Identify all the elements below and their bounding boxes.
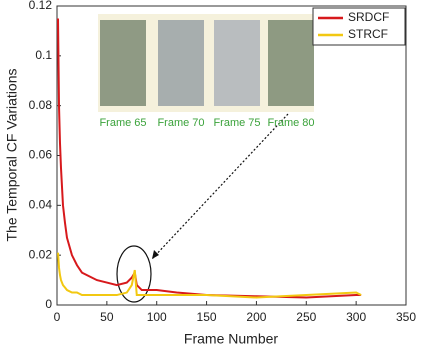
x-tick-label: 100 bbox=[147, 310, 167, 324]
inset-label: Frame 80 bbox=[267, 117, 314, 129]
inset-image bbox=[268, 20, 314, 106]
pointer-arrow bbox=[151, 113, 289, 260]
y-tick-label: 0 bbox=[45, 297, 52, 311]
y-tick-label: 0.04 bbox=[29, 198, 53, 212]
legend-box bbox=[312, 7, 406, 46]
y-tick-label: 0.02 bbox=[29, 247, 53, 261]
y-tick-label: 0.06 bbox=[29, 148, 53, 162]
x-tick-label: 150 bbox=[197, 310, 217, 324]
x-tick-label: 350 bbox=[396, 310, 416, 324]
inset-image bbox=[100, 20, 146, 106]
y-tick-label: 0.12 bbox=[29, 0, 53, 12]
y-axis-label: The Temporal CF Variations bbox=[4, 69, 20, 242]
inset-label: Frame 75 bbox=[213, 117, 260, 129]
x-tick-label: 50 bbox=[100, 310, 114, 324]
inset-image bbox=[158, 20, 204, 106]
inset-image bbox=[214, 20, 260, 106]
x-axis-label: Frame Number bbox=[184, 331, 278, 347]
arrow-head bbox=[152, 250, 159, 259]
y-tick-label: 0.08 bbox=[29, 98, 53, 112]
x-tick-label: 250 bbox=[296, 310, 316, 324]
highlight-ellipse bbox=[116, 245, 152, 303]
inset-label: Frame 70 bbox=[157, 117, 204, 129]
insets bbox=[98, 14, 314, 112]
x-tick-label: 200 bbox=[246, 310, 266, 324]
x-tick-label: 300 bbox=[346, 310, 366, 324]
legend-label: STRCF bbox=[348, 27, 388, 41]
legend-label: SRDCF bbox=[348, 10, 389, 24]
series-line bbox=[56, 252, 362, 299]
x-tick-label: 0 bbox=[54, 310, 61, 324]
inset-label: Frame 65 bbox=[99, 117, 146, 129]
y-tick-label: 0.1 bbox=[35, 48, 52, 62]
